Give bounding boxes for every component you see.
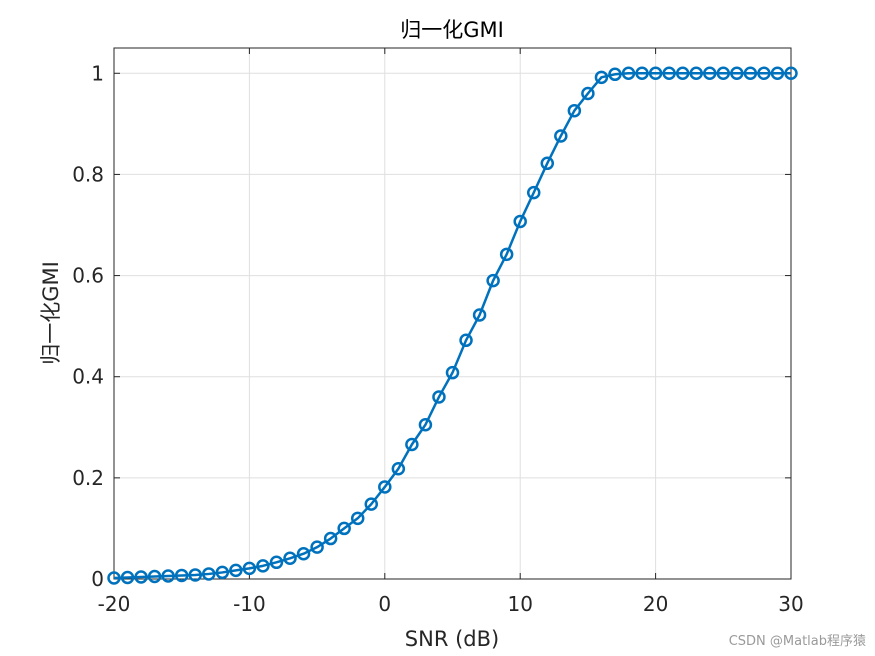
data-point xyxy=(675,66,690,81)
x-tick-label: 30 xyxy=(778,592,803,616)
data-point xyxy=(567,103,582,118)
data-point xyxy=(337,521,351,536)
data-point xyxy=(594,70,609,85)
data-point xyxy=(526,185,541,200)
data-point xyxy=(174,568,189,583)
data-point xyxy=(188,568,202,582)
data-point xyxy=(269,555,284,570)
data-point xyxy=(499,247,514,262)
data-point xyxy=(283,551,297,566)
plot-area xyxy=(114,48,791,579)
x-tick-label: -20 xyxy=(98,592,131,616)
data-point xyxy=(350,511,365,526)
data-point xyxy=(581,86,595,101)
data-point xyxy=(486,273,500,288)
data-point xyxy=(554,129,568,143)
data-point xyxy=(391,462,406,476)
data-point xyxy=(242,561,257,576)
data-point xyxy=(703,66,717,81)
data-point xyxy=(323,531,338,546)
y-tick-label: 1 xyxy=(91,61,104,85)
data-point xyxy=(716,66,731,81)
x-axis-label: SNR (dB) xyxy=(405,627,499,651)
data-point xyxy=(730,66,744,81)
data-point xyxy=(770,66,785,81)
data-point xyxy=(648,66,663,81)
data-point xyxy=(161,569,175,583)
y-axis-label: 归一化GMI xyxy=(39,261,63,365)
data-point xyxy=(215,565,230,580)
watermark-text: CSDN @Matlab程序猿 xyxy=(729,634,866,649)
x-tick-label: -10 xyxy=(233,592,266,616)
data-point xyxy=(256,559,270,573)
data-point xyxy=(459,333,473,348)
data-point xyxy=(364,497,379,511)
data-point xyxy=(689,66,703,81)
data-point xyxy=(310,540,324,554)
data-point xyxy=(621,66,636,81)
x-tick-label: 10 xyxy=(507,592,532,616)
data-point xyxy=(134,570,148,584)
data-point xyxy=(757,66,771,81)
series-group xyxy=(107,66,798,585)
data-point xyxy=(418,418,433,432)
data-point xyxy=(472,308,487,322)
data-point xyxy=(202,567,216,581)
axes-box xyxy=(113,47,792,580)
x-tick-label: 20 xyxy=(643,592,668,616)
data-point xyxy=(513,214,527,229)
data-point xyxy=(540,156,555,171)
data-point xyxy=(608,67,622,82)
data-point xyxy=(120,570,135,585)
data-point xyxy=(229,563,243,578)
y-tick-label: 0.2 xyxy=(72,466,104,490)
x-tick-label: 0 xyxy=(378,592,391,616)
data-point xyxy=(378,480,392,494)
data-point xyxy=(635,66,649,81)
y-tick-label: 0.8 xyxy=(72,162,104,186)
data-point xyxy=(662,66,676,81)
chart-title: 归一化GMI xyxy=(400,18,504,42)
tick-labels: -20 -10 0 10 20 30 0 0.2 0.4 0.6 0.8 1 xyxy=(72,61,804,616)
data-point xyxy=(743,66,758,81)
data-point xyxy=(445,365,460,380)
data-point xyxy=(784,66,798,81)
data-point xyxy=(296,546,311,561)
data-point xyxy=(107,571,121,585)
data-point xyxy=(432,390,446,404)
y-tick-label: 0 xyxy=(91,567,104,591)
y-tick-label: 0.6 xyxy=(72,264,104,288)
data-point xyxy=(147,569,162,584)
data-point xyxy=(405,437,419,452)
axes xyxy=(113,47,792,580)
y-tick-label: 0.4 xyxy=(72,365,104,389)
